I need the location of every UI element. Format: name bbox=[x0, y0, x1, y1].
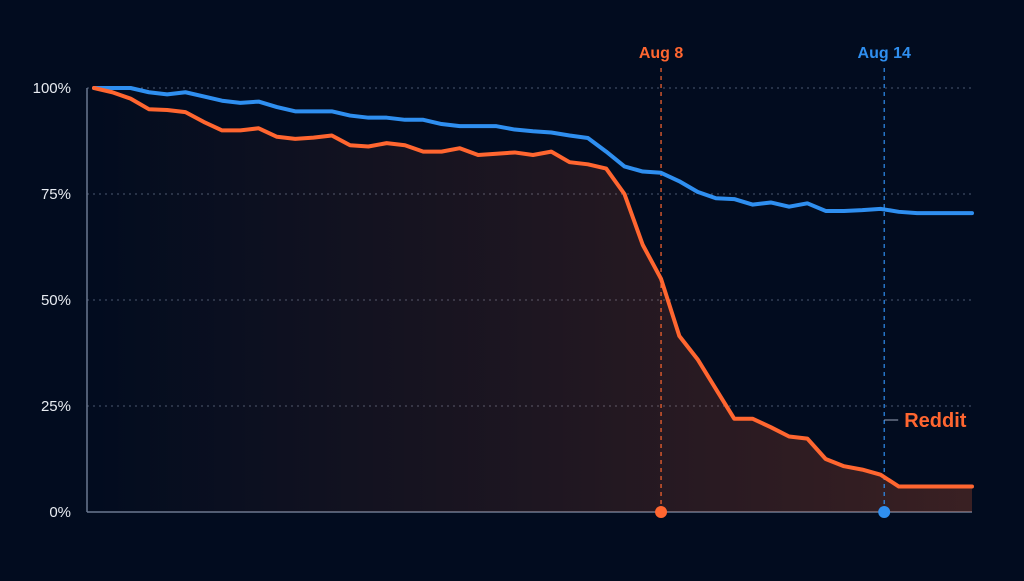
blue-series-line bbox=[92, 86, 974, 216]
marker-label-0: Aug 8 bbox=[639, 45, 684, 62]
y-tick-label: 100% bbox=[33, 80, 71, 97]
y-tick-label: 75% bbox=[41, 186, 71, 203]
y-tick-label: 25% bbox=[41, 398, 71, 415]
marker-label-1: Aug 14 bbox=[858, 45, 911, 62]
reddit-area bbox=[94, 88, 972, 512]
y-tick-label: 50% bbox=[41, 292, 71, 309]
reddit-series-line bbox=[92, 86, 974, 489]
y-tick-label: 0% bbox=[49, 504, 71, 521]
marker-dot-1 bbox=[878, 506, 891, 518]
series-label: Reddit bbox=[904, 410, 967, 432]
marker-dot-0 bbox=[655, 506, 668, 518]
